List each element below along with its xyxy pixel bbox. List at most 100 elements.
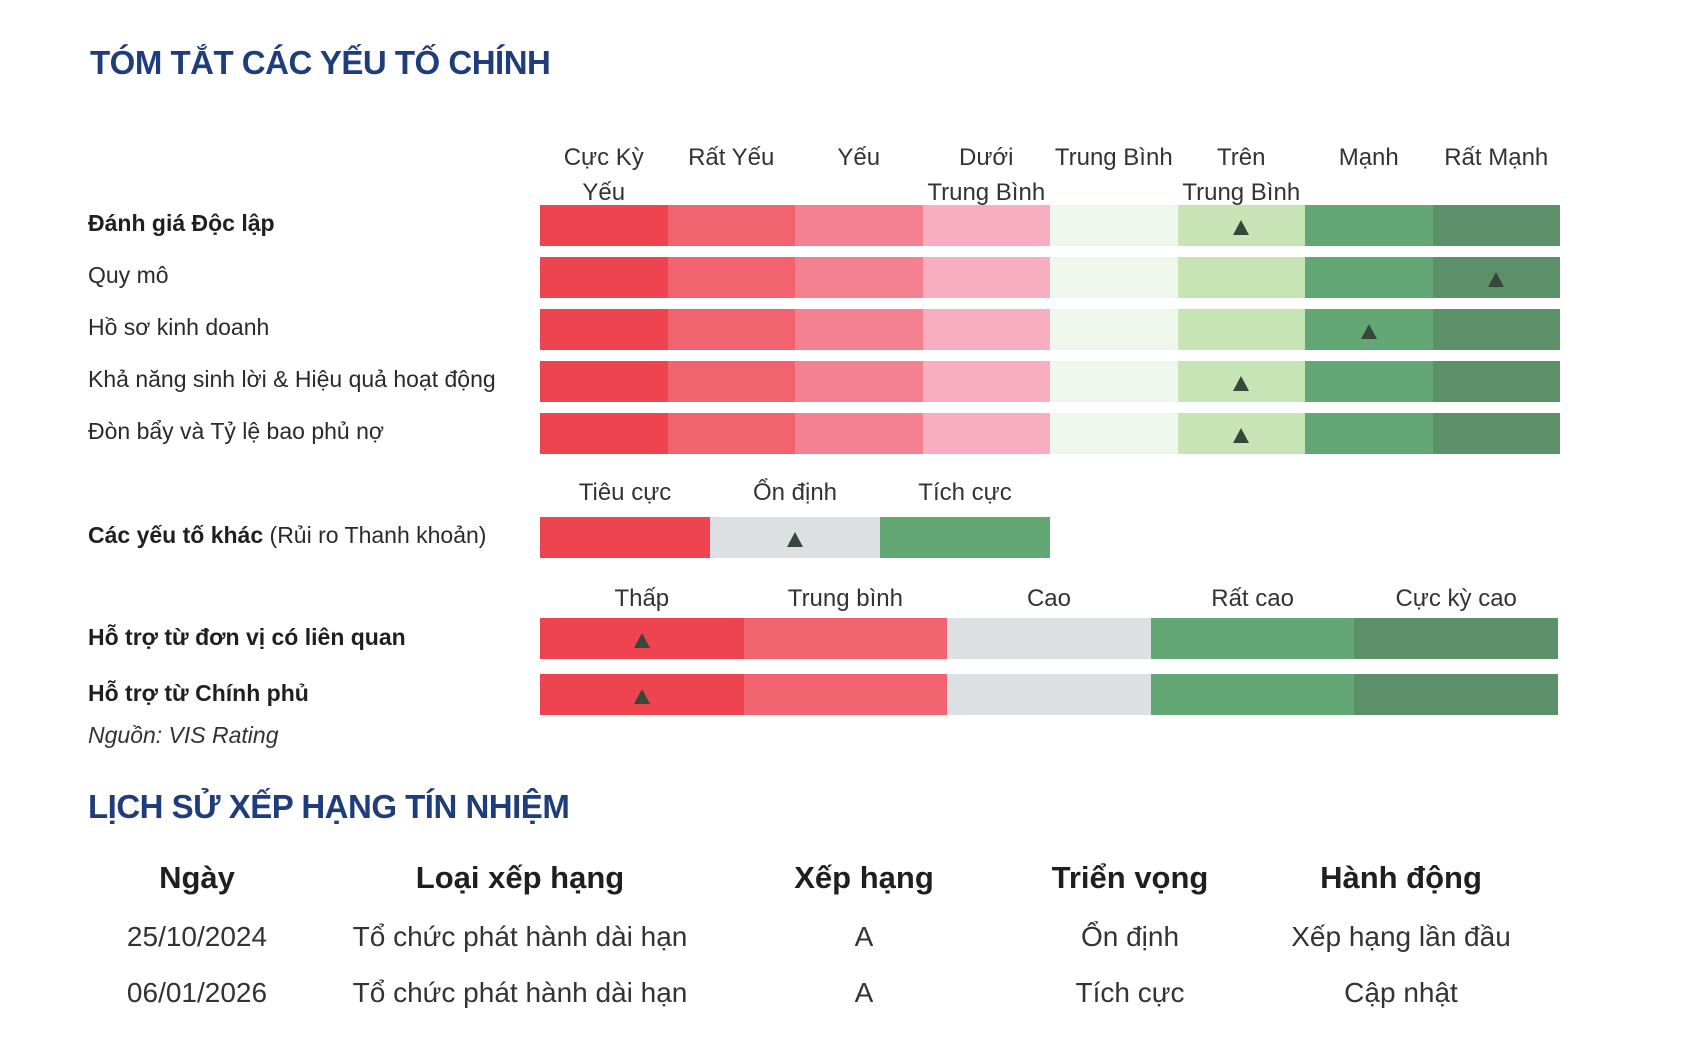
source-note: Nguồn: VIS Rating xyxy=(88,722,279,748)
factor-bar-segment xyxy=(667,205,795,246)
table-cell: Tích cực xyxy=(1075,977,1185,1008)
support-bar-segment xyxy=(540,674,744,715)
factor-bar xyxy=(540,413,1560,454)
factor-bar-segment xyxy=(540,205,668,246)
factor-bar-segment xyxy=(795,257,923,298)
factor-label-bold: Đánh giá Độc lập xyxy=(88,210,275,236)
factor-bar-segment xyxy=(922,257,1050,298)
scale5-header: Rất cao xyxy=(1211,585,1294,612)
support-bar-segment xyxy=(1150,618,1355,659)
factor-bar-segment xyxy=(1050,361,1178,402)
support-label-bold: Hỗ trợ từ đơn vị có liên quan xyxy=(88,624,406,650)
scale7-header: Dưới Trung Bình xyxy=(927,144,1046,206)
scale7-header: Rất Yếu xyxy=(688,144,775,171)
level-marker-icon xyxy=(633,632,650,648)
factor-bar-segment xyxy=(1432,361,1560,402)
table-cell: 06/01/2026 xyxy=(126,977,268,1008)
table-cell: A xyxy=(854,921,874,952)
table-cell: A xyxy=(854,977,874,1008)
other-factors-bar-segment xyxy=(880,517,1050,558)
level-marker-icon xyxy=(1360,323,1377,339)
factor-label: Hồ sơ kinh doanh xyxy=(88,314,269,341)
factor-bar-segment xyxy=(667,309,795,350)
factor-bar-segment xyxy=(1305,309,1433,350)
table-cell: Cập nhật xyxy=(1344,977,1458,1008)
factor-bar-segment xyxy=(667,413,795,454)
scale3-header: Tích cực xyxy=(918,479,1012,506)
factor-label: Quy mô xyxy=(88,262,169,289)
factor-label-text: Hồ sơ kinh doanh xyxy=(88,314,270,340)
factor-bar-segment xyxy=(540,257,668,298)
level-marker-icon xyxy=(1233,219,1250,235)
factor-bar-segment xyxy=(1050,309,1178,350)
factor-bar-segment xyxy=(795,205,923,246)
factor-bar-segment xyxy=(1432,413,1560,454)
support-label: Hỗ trợ từ Chính phủ xyxy=(88,680,309,707)
support-label-bold: Hỗ trợ từ Chính phủ xyxy=(88,680,309,706)
scale5-header: Cao xyxy=(1026,585,1071,612)
level-marker-icon xyxy=(1488,271,1505,287)
factor-label-text: Quy mô xyxy=(88,262,169,288)
factor-label-text: Khả năng sinh lời & Hiệu quả hoạt động xyxy=(88,366,496,392)
factor-bar-segment xyxy=(1305,413,1433,454)
scale7-header: Mạnh xyxy=(1338,144,1399,171)
factor-label-text: Đòn bẩy và Tỷ lệ bao phủ nợ xyxy=(88,418,384,444)
table-cell: 25/10/2024 xyxy=(126,921,268,952)
column-header: Xếp hạng xyxy=(794,860,934,895)
support-bar-segment xyxy=(947,674,1151,715)
scale7-header: Cực Kỳ Yếu xyxy=(563,144,644,206)
other-factors-label-text: (Rủi ro Thanh khoản) xyxy=(263,522,487,548)
support-bar-segment xyxy=(947,618,1151,659)
factor-bar-segment xyxy=(667,361,795,402)
page-title: TÓM TẮT CÁC YẾU TỐ CHÍNH xyxy=(90,44,551,81)
table-cell: Tổ chức phát hành dài hạn xyxy=(352,977,688,1008)
factor-bar xyxy=(540,309,1560,350)
factor-bar-segment xyxy=(1432,205,1560,246)
column-header: Loại xếp hạng xyxy=(415,860,625,895)
factor-bar-segment xyxy=(1177,309,1305,350)
factor-bar-segment xyxy=(1305,205,1433,246)
factor-bar-segment xyxy=(1177,257,1305,298)
other-factors-bar-segment xyxy=(710,517,880,558)
factor-bar xyxy=(540,257,1560,298)
scale7-header: Trên Trung Bình xyxy=(1182,144,1301,206)
scale3-header: Tiêu cực xyxy=(578,479,672,506)
factor-bar-segment xyxy=(1050,257,1178,298)
support-bar xyxy=(540,674,1558,715)
scale7-header: Trung Bình xyxy=(1054,144,1173,171)
support-bar-segment xyxy=(540,618,744,659)
scale7-header: Yếu xyxy=(837,144,881,171)
level-marker-icon xyxy=(787,531,803,547)
column-header: Hành động xyxy=(1320,860,1482,895)
support-bar xyxy=(540,618,1558,659)
table-cell: Tổ chức phát hành dài hạn xyxy=(352,921,688,952)
other-factors-bar xyxy=(540,517,1050,558)
history-title: LỊCH SỬ XẾP HẠNG TÍN NHIỆM xyxy=(88,788,570,825)
factor-bar-segment xyxy=(1177,413,1305,454)
table-cell: Xếp hạng lần đầu xyxy=(1291,921,1511,952)
support-bar-segment xyxy=(1150,674,1355,715)
factor-bar-segment xyxy=(922,361,1050,402)
factor-bar-segment xyxy=(1177,205,1305,246)
factor-label: Đánh giá Độc lập xyxy=(88,210,275,237)
scale5-header: Thấp xyxy=(614,585,670,612)
other-factors-label: Các yếu tố khác (Rủi ro Thanh khoản) xyxy=(88,522,486,549)
factor-bar-segment xyxy=(667,257,795,298)
factor-bar-segment xyxy=(922,413,1050,454)
factor-label: Khả năng sinh lời & Hiệu quả hoạt động xyxy=(88,366,496,393)
factor-bar-segment xyxy=(795,309,923,350)
factor-bar-segment xyxy=(1305,257,1433,298)
level-marker-icon xyxy=(1233,427,1250,443)
factor-bar-segment xyxy=(1177,361,1305,402)
factor-bar-segment xyxy=(1432,309,1560,350)
factor-bar-segment xyxy=(1305,361,1433,402)
support-bar-segment xyxy=(1354,618,1558,659)
table-cell: Ổn định xyxy=(1080,921,1180,952)
factor-bar-segment xyxy=(922,309,1050,350)
scale3-header: Ổn định xyxy=(752,479,838,506)
factor-bar-segment xyxy=(922,205,1050,246)
factor-bar-segment xyxy=(540,361,668,402)
column-header: Triển vọng xyxy=(1051,860,1209,895)
column-header: Ngày xyxy=(159,860,235,895)
level-marker-icon xyxy=(633,688,650,704)
